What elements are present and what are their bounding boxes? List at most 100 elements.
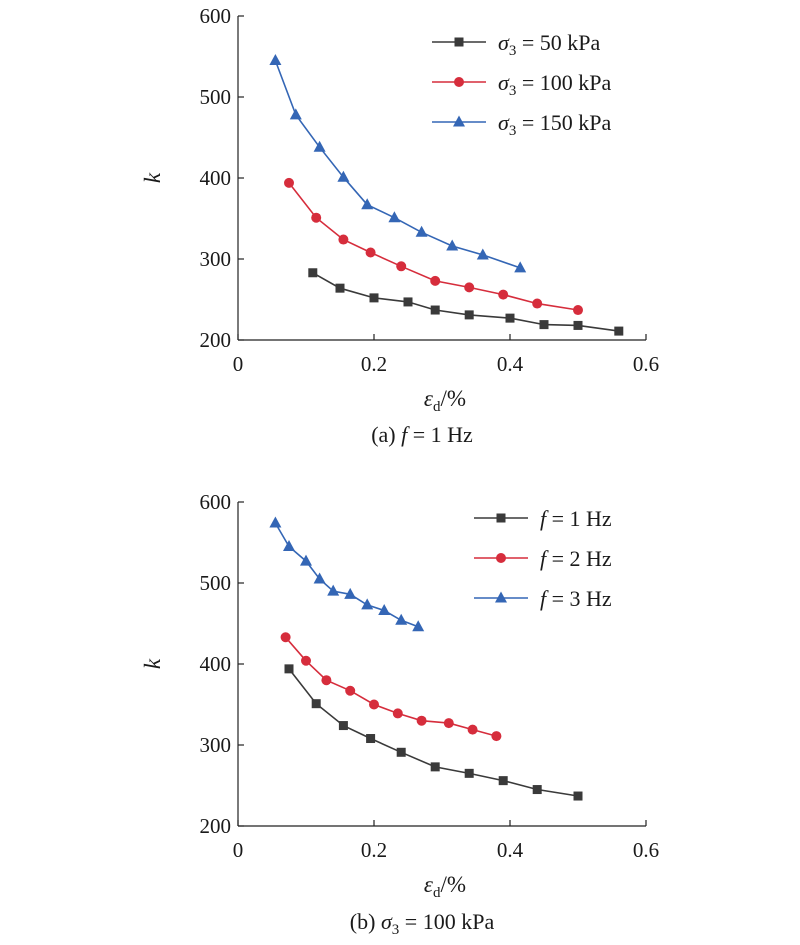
legend-entry: σ3 = 150 kPa [432,110,612,139]
x-axis-title: εd/% [424,872,466,901]
chart-panel-b: 200 300 400 500 600 0 0.2 0.4 0.6 k εd/% f = 1 Hz f … [140,490,659,938]
data-point [369,699,379,710]
data-point [498,289,509,300]
legend-entry: f = 1 Hz [474,506,612,531]
y-tick-label: 500 [200,571,232,595]
data-point [388,211,401,223]
data-point [539,320,549,330]
data-point [514,261,527,273]
series-line [288,182,579,311]
chart-panel-a: 200 300 400 500 600 0 0.2 0.4 0.6 k εd/% σ3 = 50 kP… [140,4,659,447]
data-point [338,234,349,245]
data-point [396,747,406,757]
y-tick-label: 400 [200,166,232,190]
series-line [284,636,497,737]
data-point [378,604,391,616]
x-tick-label: 0.4 [497,352,524,376]
legend-entry: σ3 = 100 kPa [432,70,612,99]
y-tick-label: 300 [200,733,232,757]
data-point [476,248,489,260]
data-point [289,108,302,120]
x-tick-label: 0.6 [633,352,659,376]
series-2 [284,177,583,316]
legend-marker [454,37,464,47]
data-point [396,261,407,272]
series-line [274,522,419,628]
data-point [301,655,311,666]
panel-caption: (b) σ3 = 100 kPa [350,909,495,938]
series-2 [280,632,502,742]
data-point [392,708,403,719]
data-point [269,54,282,66]
data-point [335,283,345,293]
data-point [369,293,379,303]
data-point [311,212,322,223]
data-point [344,587,357,599]
data-point [430,275,441,286]
data-point [313,572,326,584]
y-tick-label: 500 [200,85,232,109]
x-axis-title: εd/% [424,386,466,415]
legend-entry: σ3 = 50 kPa [432,30,601,59]
y-tick-label: 200 [200,814,232,838]
x-tick-label: 0.2 [361,838,387,862]
y-tick-label: 200 [200,328,232,352]
series-1 [308,268,624,336]
data-point [573,305,583,316]
data-point [532,785,542,795]
data-point [345,685,356,696]
data-point [403,297,413,307]
legend-marker [454,77,464,87]
series-line [274,60,521,269]
data-point [284,664,294,674]
data-point [395,613,408,625]
legend-label: σ3 = 150 kPa [498,110,612,139]
data-point [573,791,583,801]
data-point [280,632,291,643]
data-point [313,140,326,152]
y-tick-label: 300 [200,247,232,271]
data-point [464,310,474,320]
data-point [443,718,454,729]
data-point [327,584,340,596]
data-point [361,598,374,610]
legend-marker [453,115,465,127]
legend-marker [496,553,506,563]
data-point [498,776,508,786]
data-point [338,721,348,731]
data-point [300,554,312,566]
data-point [311,699,321,709]
series-3 [269,54,527,273]
data-point [321,675,332,686]
data-point [283,540,295,552]
x-tick-label: 0.2 [361,352,387,376]
y-axis-title: k [140,658,165,669]
series-line [312,272,619,332]
legend-label: f = 2 Hz [540,546,612,571]
x-tick-label: 0 [233,352,244,376]
legend-entry: f = 3 Hz [474,586,612,611]
series-line [288,668,579,797]
y-tick-label: 600 [200,490,232,514]
series-1 [284,664,583,801]
data-point [269,516,282,528]
data-point [415,225,428,237]
data-point [430,762,440,772]
data-point [366,734,376,744]
data-point [464,768,474,778]
y-axis-title: k [140,172,165,183]
data-point [446,239,459,251]
data-point [361,198,374,210]
data-point [532,298,543,309]
y-tick-label: 600 [200,4,232,28]
data-point [430,305,440,315]
y-tick-label: 400 [200,652,232,676]
data-point [614,326,624,336]
data-point [284,177,294,188]
data-point [365,247,376,258]
series-3 [269,516,425,632]
data-point [467,724,478,735]
x-tick-label: 0.6 [633,838,659,862]
data-point [491,731,502,742]
data-point [308,268,318,278]
